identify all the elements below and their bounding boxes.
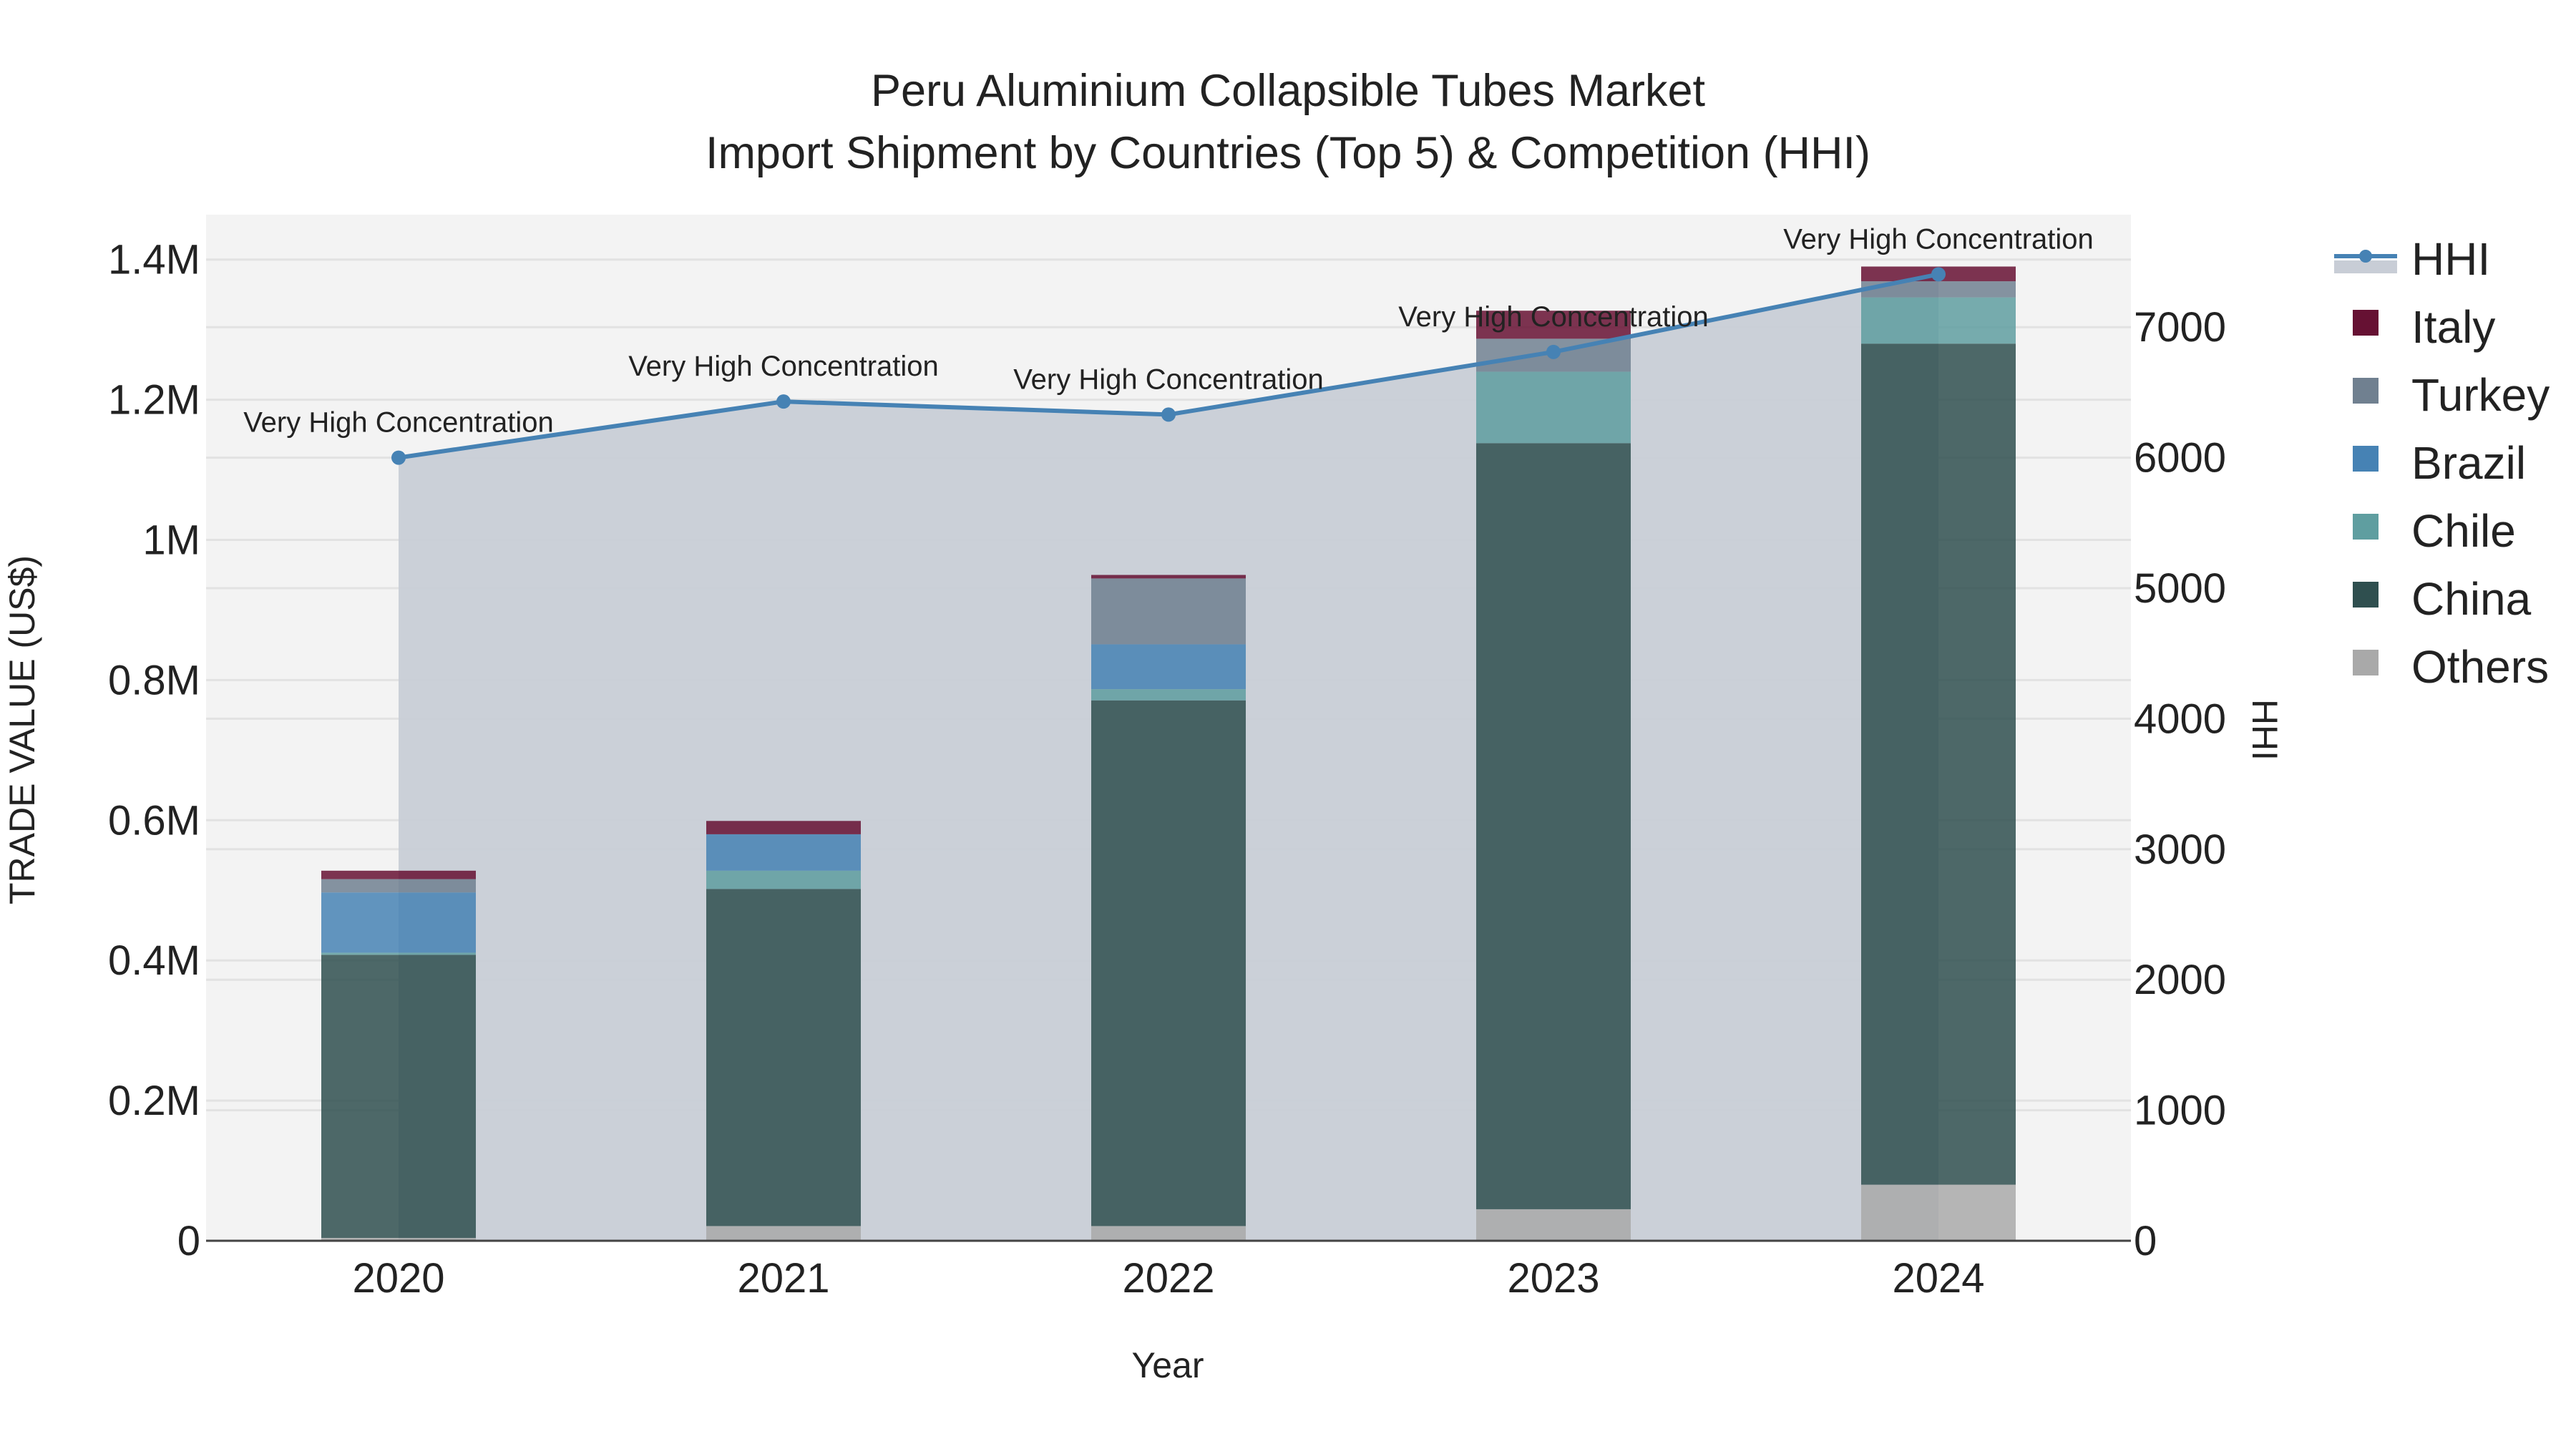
y-tick-label: 1M (142, 517, 200, 564)
y2-tick-label: 5000 (2134, 565, 2226, 612)
stacked-bars (321, 266, 2016, 1241)
chart-title: Peru Aluminium Collapsible Tubes Market (870, 66, 1706, 116)
legend-item-turkey[interactable]: Turkey (2353, 369, 2550, 421)
legend-item-brazil[interactable]: Brazil (2353, 437, 2526, 489)
bar-segment-brazil-2020 (321, 892, 476, 953)
legend-swatch-icon (2353, 650, 2379, 675)
bar-segment-turkey-2022 (1091, 578, 1246, 645)
hhi-point (1546, 344, 1561, 359)
y2-tick-label: 2000 (2134, 957, 2226, 1003)
bar-segment-chile-2023 (1476, 371, 1631, 444)
bar-segment-others-2023 (1476, 1209, 1631, 1241)
bar-segment-china-2020 (321, 955, 476, 1239)
legend-label: Brazil (2411, 437, 2526, 489)
hhi-point (1931, 267, 1946, 282)
bar-segment-chile-2020 (321, 952, 476, 955)
bar-segment-italy-2022 (1091, 575, 1246, 579)
y-tick-label: 0.4M (108, 937, 200, 984)
bar-segment-china-2021 (706, 889, 861, 1226)
x-tick-label: 2023 (1507, 1255, 1599, 1302)
y-axis-ticks: 0 0.2M 0.4M 0.6M 0.8M 1M 1.2M 1.4M (108, 237, 200, 1264)
x-axis-ticks: 2020 2021 2022 2023 2024 (352, 1255, 1984, 1302)
legend-swatch-icon (2353, 582, 2379, 608)
bar-segment-turkey-2024 (1861, 281, 2016, 298)
legend-label: Turkey (2411, 369, 2550, 421)
bar-segment-chile-2021 (706, 870, 861, 889)
y2-tick-label: 4000 (2134, 696, 2226, 742)
legend-label: Chile (2411, 505, 2516, 557)
hhi-annotations: Very High Concentration Very High Concent… (243, 223, 2094, 438)
legend: HHI Italy Turkey Brazil Chile China Others (2334, 233, 2550, 693)
hhi-annotation: Very High Concentration (1398, 301, 1709, 333)
legend-swatch-icon (2353, 310, 2379, 336)
bar-segment-others-2024 (1861, 1184, 2016, 1241)
hhi-annotation: Very High Concentration (243, 407, 554, 439)
hhi-annotation: Very High Concentration (1783, 223, 2094, 255)
legend-label: HHI (2411, 233, 2490, 285)
bar-segment-chile-2024 (1861, 297, 2016, 344)
y-tick-label: 0.6M (108, 797, 200, 844)
bar-segment-italy-2023 (1476, 311, 1631, 339)
bar-segment-others-2020 (321, 1238, 476, 1241)
bar-segment-china-2023 (1476, 443, 1631, 1209)
y-tick-label: 0.8M (108, 657, 200, 703)
y2-tick-label: 1000 (2134, 1088, 2226, 1134)
bar-segment-china-2024 (1861, 343, 2016, 1185)
y-tick-label: 0.2M (108, 1078, 200, 1124)
x-tick-label: 2020 (352, 1255, 444, 1302)
legend-swatch-icon (2353, 446, 2379, 472)
hhi-point (776, 394, 791, 409)
bar-segment-others-2021 (706, 1226, 861, 1241)
legend-label: Others (2411, 641, 2549, 693)
y2-tick-label: 7000 (2134, 304, 2226, 351)
legend-label: China (2411, 573, 2532, 625)
legend-item-others[interactable]: Others (2353, 641, 2549, 693)
bar-segment-italy-2020 (321, 870, 476, 879)
hhi-annotation: Very High Concentration (1013, 364, 1324, 395)
bar-segment-chile-2022 (1091, 689, 1246, 701)
chart-subtitle: Import Shipment by Countries (Top 5) & C… (705, 128, 1871, 178)
y2-tick-label: 0 (2134, 1218, 2157, 1264)
x-tick-label: 2022 (1122, 1255, 1214, 1302)
hhi-line (391, 267, 1946, 465)
hhi-point (391, 450, 406, 465)
bar-segment-turkey-2020 (321, 879, 476, 893)
legend-line-icon (2359, 250, 2372, 263)
legend-swatch-icon (2353, 378, 2379, 404)
y2-tick-label: 3000 (2134, 826, 2226, 873)
y-tick-label: 0 (177, 1218, 200, 1264)
x-tick-label: 2024 (1892, 1255, 1984, 1302)
legend-item-chile[interactable]: Chile (2353, 505, 2516, 557)
x-axis-title: Year (1131, 1345, 1204, 1385)
bar-segment-others-2022 (1091, 1226, 1246, 1241)
bar-segment-italy-2021 (706, 821, 861, 834)
hhi-annotation: Very High Concentration (628, 351, 939, 382)
bar-segment-brazil-2021 (706, 834, 861, 871)
y-axis-title: TRADE VALUE (US$) (2, 555, 42, 904)
legend-item-italy[interactable]: Italy (2353, 301, 2495, 353)
y2-axis-ticks: 0 1000 2000 3000 4000 5000 6000 7000 (2134, 304, 2226, 1264)
bar-segment-china-2022 (1091, 700, 1246, 1226)
y-tick-label: 1.2M (108, 377, 200, 424)
bar-segment-brazil-2022 (1091, 644, 1246, 690)
legend-label: Italy (2411, 301, 2495, 353)
legend-item-hhi[interactable]: HHI (2334, 233, 2490, 285)
y-tick-label: 1.4M (108, 237, 200, 283)
x-tick-label: 2021 (737, 1255, 829, 1302)
y2-tick-label: 6000 (2134, 435, 2226, 482)
hhi-point (1161, 407, 1176, 422)
legend-swatch-icon (2353, 514, 2379, 540)
legend-item-china[interactable]: China (2353, 573, 2532, 625)
y2-axis-title: HHI (2245, 699, 2285, 761)
